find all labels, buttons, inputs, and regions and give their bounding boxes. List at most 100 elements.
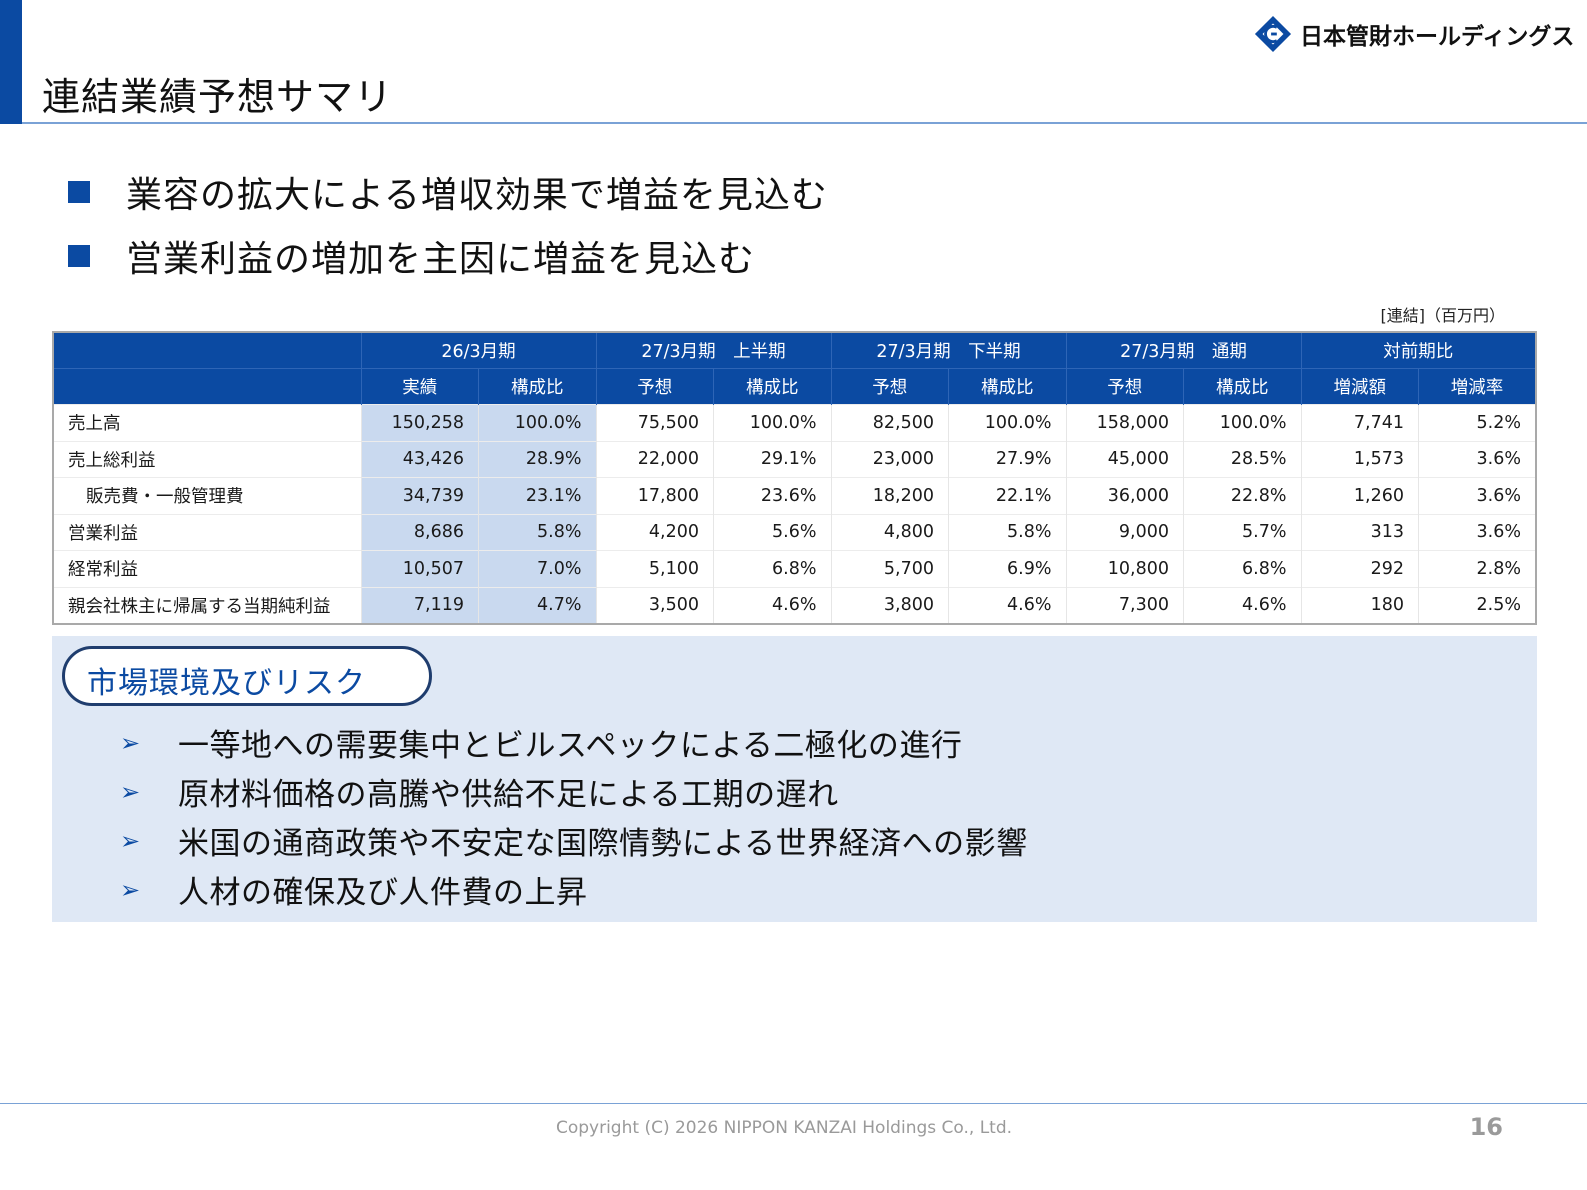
table-cell: 5.8% [948, 513, 1066, 551]
column-header: 予想 [595, 368, 714, 405]
table-cell: 8,686 [360, 513, 479, 551]
table-cell: 180 [1300, 586, 1419, 624]
table-cell: 100.0% [478, 404, 596, 441]
table-cell: 1,260 [1300, 477, 1419, 514]
table-cell: 28.5% [1183, 440, 1301, 478]
unit-note: [連結]（百万円） [1380, 306, 1506, 325]
table-cell: 9,000 [1065, 513, 1184, 551]
forecast-table: 26/3月期 27/3月期 上半期 27/3月期 下半期 27/3月期 通期 対… [52, 331, 1537, 625]
table-cell: 4.6% [1183, 586, 1301, 624]
table-cell: 4.6% [948, 586, 1066, 624]
logo-text: 日本管財ホールディングス [1300, 24, 1575, 50]
risk-heading: 市場環境及びリスク [87, 666, 366, 701]
table-cell: 3,800 [830, 586, 949, 624]
table-cell: 36,000 [1065, 477, 1184, 514]
table-cell: 7,119 [360, 586, 479, 624]
table-cell: 23.6% [713, 477, 831, 514]
table-cell: 22.8% [1183, 477, 1301, 514]
table-cell: 292 [1300, 550, 1419, 587]
table-cell: 4.7% [478, 586, 596, 624]
table-cell: 4.6% [713, 586, 831, 624]
table-header-blank [52, 368, 361, 405]
table-cell: 158,000 [1065, 404, 1184, 441]
square-bullet-icon [68, 245, 90, 267]
column-header: 実績 [360, 368, 479, 405]
table-row: 売上高 150,258 100.0% 75,500 100.0% 82,500 … [52, 404, 1536, 441]
row-label: 親会社株主に帰属する当期純利益 [52, 586, 361, 624]
column-group-header: 27/3月期 通期 [1065, 332, 1301, 369]
column-header: 予想 [1065, 368, 1184, 405]
summary-bullet: 営業利益の増加を主因に増益を見込む [68, 224, 828, 288]
table-cell: 23,000 [830, 440, 949, 478]
table-row: 営業利益 8,686 5.8% 4,200 5.6% 4,800 5.8% 9,… [52, 513, 1536, 551]
risk-item-text: 米国の通商政策や不安定な国際情勢による世界経済への影響 [178, 826, 1028, 862]
footer-divider [0, 1103, 1587, 1104]
table-cell: 10,507 [360, 550, 479, 587]
table-cell: 22,000 [595, 440, 714, 478]
table-cell: 150,258 [360, 404, 479, 441]
row-label: 営業利益 [52, 513, 361, 551]
table-cell: 17,800 [595, 477, 714, 514]
table-cell: 3.6% [1418, 440, 1536, 478]
arrow-bullet-icon: ➢ [120, 875, 141, 904]
company-logo: 日本管財ホールディングス [1254, 14, 1574, 54]
risk-list: ➢ 一等地への需要集中とビルスペックによる二極化の進行 ➢ 原材料価格の高騰や供… [120, 718, 1028, 914]
column-header: 予想 [830, 368, 949, 405]
arrow-bullet-icon: ➢ [120, 826, 141, 855]
table-cell: 100.0% [1183, 404, 1301, 441]
table-cell: 100.0% [948, 404, 1066, 441]
list-item: ➢ 人材の確保及び人件費の上昇 [120, 865, 1028, 914]
column-group-header: 27/3月期 下半期 [830, 332, 1066, 369]
table-cell: 29.1% [713, 440, 831, 478]
table-cell: 6.9% [948, 550, 1066, 587]
table-cell: 18,200 [830, 477, 949, 514]
table-cell: 43,426 [360, 440, 479, 478]
table-cell: 7.0% [478, 550, 596, 587]
row-label: 売上総利益 [52, 440, 361, 478]
table-cell: 5.8% [478, 513, 596, 551]
summary-bullet: 業容の拡大による増収効果で増益を見込む [68, 160, 828, 224]
column-group-header: 27/3月期 上半期 [595, 332, 831, 369]
risk-item-text: 人材の確保及び人件費の上昇 [178, 875, 588, 911]
summary-bullet-text: 営業利益の増加を主因に増益を見込む [126, 239, 756, 280]
column-header: 構成比 [1183, 368, 1301, 405]
table-cell: 23.1% [478, 477, 596, 514]
table-row: 販売費・一般管理費 34,739 23.1% 17,800 23.6% 18,2… [52, 477, 1536, 514]
table-row: 売上総利益 43,426 28.9% 22,000 29.1% 23,000 2… [52, 440, 1536, 478]
table-cell: 5,100 [595, 550, 714, 587]
column-header: 構成比 [713, 368, 831, 405]
page-number: 16 [1469, 1113, 1503, 1141]
table-cell: 27.9% [948, 440, 1066, 478]
table-header-blank [52, 332, 361, 369]
table-sub-header-row: 実績 構成比 予想 構成比 予想 構成比 予想 構成比 増減額 増減率 [52, 368, 1536, 405]
square-bullet-icon [68, 181, 90, 203]
column-group-header: 対前期比 [1300, 332, 1536, 369]
summary-bullet-text: 業容の拡大による増収効果で増益を見込む [126, 175, 828, 216]
column-group-header: 26/3月期 [360, 332, 596, 369]
table-cell: 6.8% [1183, 550, 1301, 587]
table-cell: 5,700 [830, 550, 949, 587]
copyright-text: Copyright (C) 2026 NIPPON KANZAI Holding… [555, 1118, 1013, 1138]
list-item: ➢ 一等地への需要集中とビルスペックによる二極化の進行 [120, 718, 1028, 767]
table-cell: 5.2% [1418, 404, 1536, 441]
column-header: 構成比 [478, 368, 596, 405]
table-cell: 2.8% [1418, 550, 1536, 587]
table-cell: 100.0% [713, 404, 831, 441]
title-divider [22, 122, 1587, 124]
table-cell: 1,573 [1300, 440, 1419, 478]
table-cell: 4,200 [595, 513, 714, 551]
table-cell: 82,500 [830, 404, 949, 441]
row-label: 経常利益 [52, 550, 361, 587]
table-cell: 28.9% [478, 440, 596, 478]
column-header: 構成比 [948, 368, 1066, 405]
table-cell: 3.6% [1418, 477, 1536, 514]
list-item: ➢ 原材料価格の高騰や供給不足による工期の遅れ [120, 767, 1028, 816]
table-cell: 2.5% [1418, 586, 1536, 624]
risk-heading-badge: 市場環境及びリスク [62, 646, 432, 706]
row-label: 販売費・一般管理費 [52, 477, 361, 514]
table-row: 親会社株主に帰属する当期純利益 7,119 4.7% 3,500 4.6% 3,… [52, 586, 1536, 624]
table-cell: 45,000 [1065, 440, 1184, 478]
table-cell: 3.6% [1418, 513, 1536, 551]
table-cell: 4,800 [830, 513, 949, 551]
table-cell: 313 [1300, 513, 1419, 551]
